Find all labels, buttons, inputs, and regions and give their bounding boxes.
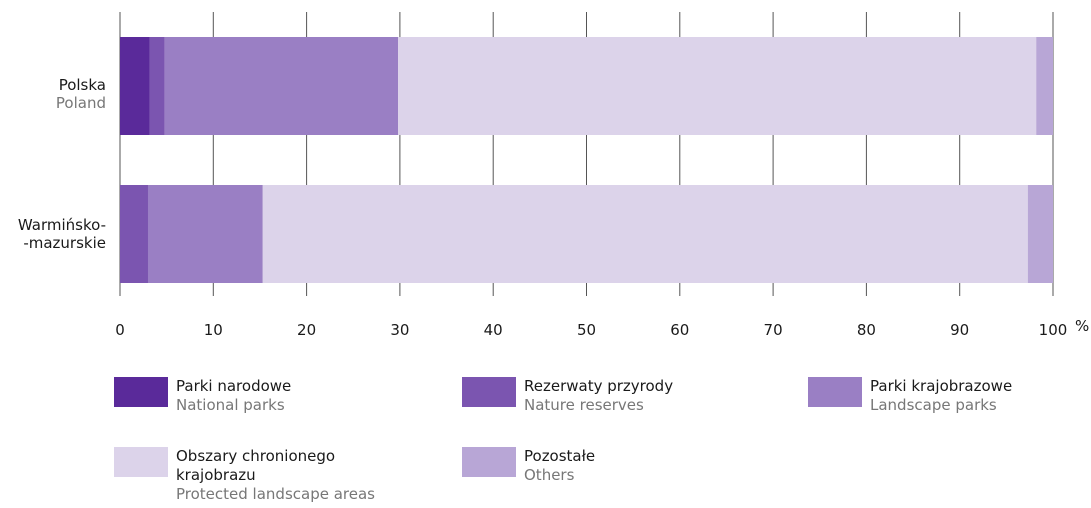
x-tick-label: 90	[950, 321, 969, 339]
x-tick-label: 70	[764, 321, 783, 339]
bar-segment	[262, 185, 1028, 283]
x-tick-label: 30	[390, 321, 409, 339]
x-tick-label: 10	[204, 321, 223, 339]
legend-swatch	[808, 377, 862, 407]
bar-segment	[120, 185, 148, 283]
x-tick-label: 50	[577, 321, 596, 339]
legend-label-en: National parks	[176, 396, 285, 414]
legend-label: Parki krajobrazowe	[870, 377, 1013, 395]
bar-segment	[398, 37, 1037, 135]
x-tick-label: 60	[670, 321, 689, 339]
bar-segment	[147, 185, 263, 283]
bar-segment	[1027, 185, 1053, 283]
legend-swatch	[462, 447, 516, 477]
bars	[120, 37, 1053, 283]
legend-swatch	[114, 377, 168, 407]
legend-label-line-2: krajobrazu	[176, 466, 256, 484]
bar-segment	[164, 37, 399, 135]
legend-label-en: Others	[524, 466, 575, 484]
legend-label: Parki narodowe	[176, 377, 292, 395]
category-label-primary: Warmińsko-	[17, 216, 106, 234]
category-label-primary: Polska	[58, 76, 106, 94]
x-tick-label: 20	[297, 321, 316, 339]
x-tick-label: 100	[1039, 321, 1068, 339]
legend-item-obszary-chronionego-krajobrazu: Obszary chronionego krajobrazu Protected…	[114, 447, 375, 504]
legend-label: Obszary chronionego	[176, 447, 336, 465]
category-label-secondary: -mazurskie	[23, 234, 106, 252]
legend-label-en: Protected landscape areas	[176, 485, 375, 503]
legend-item-parki-krajobrazowe: Parki krajobrazowe Landscape parks	[808, 377, 1012, 415]
category-label-warminsko-mazurskie: Warmińsko- -mazurskie	[18, 216, 106, 252]
legend-label: Pozostałe	[524, 447, 596, 465]
bar-segment	[120, 37, 150, 135]
legend-swatch	[462, 377, 516, 407]
x-tick-label: 40	[484, 321, 503, 339]
bar-segment	[149, 37, 165, 135]
x-axis-ticks: 0 10 20 30 40 50 60 70 80 90 100	[115, 321, 1067, 339]
category-label-polska: Polska Poland	[56, 76, 106, 112]
category-label-secondary: Poland	[55, 94, 106, 112]
legend-swatch	[114, 447, 168, 477]
legend-item-parki-narodowe: Parki narodowe National parks	[114, 377, 291, 415]
bar-segment	[1036, 37, 1053, 135]
x-tick-label: 80	[857, 321, 876, 339]
x-axis-unit: %	[1075, 317, 1089, 335]
legend-label-en: Landscape parks	[870, 396, 997, 414]
legend-label-en: Nature reserves	[524, 396, 644, 414]
legend-item-pozostale: Pozostałe Others	[462, 447, 595, 485]
legend-label: Rezerwaty przyrody	[524, 377, 674, 395]
x-tick-label: 0	[115, 321, 125, 339]
legend-item-rezerwaty-przyrody: Rezerwaty przyrody Nature reserves	[462, 377, 673, 415]
